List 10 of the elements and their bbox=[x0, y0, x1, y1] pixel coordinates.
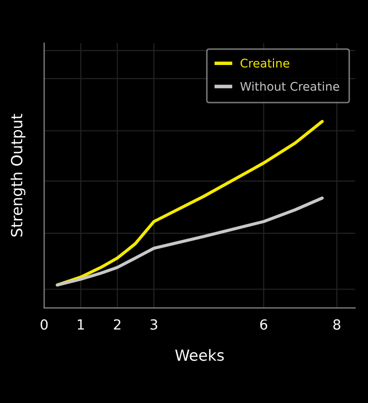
x-tick-label: 3 bbox=[150, 319, 158, 330]
x-tick-label: 2 bbox=[114, 319, 120, 330]
legend-label: Creatine bbox=[240, 58, 290, 68]
x-axis-title: Weeks bbox=[175, 349, 224, 361]
x-tick-label: 8 bbox=[333, 319, 340, 330]
y-axis-title: Strength Output bbox=[10, 114, 26, 236]
x-tick-label: 0 bbox=[40, 319, 48, 330]
x-tick-label: 1 bbox=[78, 319, 84, 330]
x-tick-label: 6 bbox=[260, 319, 268, 330]
legend-label: Without Creatine bbox=[240, 82, 340, 91]
